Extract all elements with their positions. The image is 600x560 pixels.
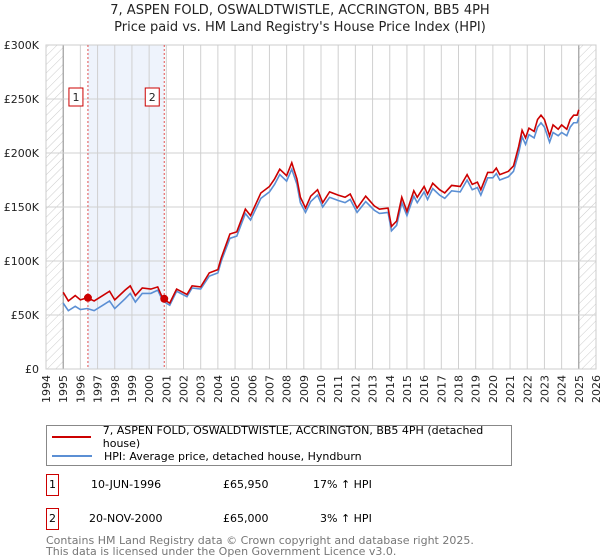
chart-title: 7, ASPEN FOLD, OSWALDTWISTLE, ACCRINGTON… [110,3,490,18]
footer-licence: This data is licensed under the Open Gov… [46,545,397,558]
price-paid-line [62,109,580,305]
x-tick-label: 1996 [74,375,87,403]
sale-marker-label: 2 [149,91,156,104]
sale-row-2: 2 20-NOV-2000 £65,000 3% ↑ HPI [46,508,446,530]
x-tick-label: 1995 [57,375,70,403]
x-tick-label: 2001 [160,375,173,403]
x-tick-label: 2025 [573,375,586,403]
sale-row-1: 1 10-JUN-1996 £65,950 17% ↑ HPI [46,474,446,496]
sale-marker-badge: 2 [46,508,59,530]
x-tick-label: 2026 [590,375,600,403]
y-tick-label: £100K [4,255,40,268]
y-tick-label: £200K [4,147,40,160]
y-tick-label: £250K [4,93,40,106]
x-tick-label: 2022 [521,375,534,403]
x-tick-label: 2005 [229,375,242,403]
x-tick-label: 2009 [298,375,311,403]
y-tick-label: £150K [4,201,40,214]
x-tick-label: 2014 [384,375,397,403]
x-tick-label: 2015 [401,375,414,403]
x-tick-label: 2012 [349,375,362,403]
sale-point [83,293,92,302]
sale-hpi-diff: 3% ↑ HPI [320,512,372,525]
y-tick-label: £50K [11,309,40,322]
y-tick-label: £0 [25,363,39,376]
x-tick-label: 2017 [435,375,448,403]
sale-date: 10-JUN-1996 [91,478,162,491]
x-tick-label: 2010 [315,375,328,403]
sale-point [160,294,169,303]
plot-border [45,44,597,370]
x-tick-label: 2008 [281,375,294,403]
x-tick-label: 1998 [109,375,122,403]
sale-date: 20-NOV-2000 [89,512,163,525]
sale-hpi-diff: 17% ↑ HPI [313,478,372,491]
sale-marker-box [144,87,160,107]
x-tick-label: 2000 [143,375,156,403]
legend-swatch-property [52,436,91,438]
x-tick-label: 2003 [195,375,208,403]
x-tick-label: 2016 [418,375,431,403]
x-tick-label: 2019 [470,375,483,403]
x-tick-label: 2018 [453,375,466,403]
x-tick-label: 1997 [92,375,105,403]
x-tick-label: 2006 [246,375,259,403]
legend-label-property: 7, ASPEN FOLD, OSWALDTWISTLE, ACCRINGTON… [102,424,484,450]
x-tick-label: 2007 [263,375,276,403]
x-tick-label: 2021 [504,375,517,403]
x-tick-label: 2024 [556,375,569,403]
sale-price: £65,950 [223,478,269,491]
x-tick-label: 2020 [487,375,500,403]
x-tick-label: 2013 [367,375,380,403]
y-tick-label: £300K [4,39,40,52]
legend-swatch-hpi [52,455,92,457]
sale-marker-badge: 1 [46,474,59,496]
x-tick-label: 2011 [332,375,345,403]
plot-area: 1994 1995 1996 1997 1998 1999 2000 2001 2002 2003… [4,39,600,403]
footer-copyright: Contains HM Land Registry data © Crown c… [46,534,474,547]
x-tick-label: 2023 [538,375,551,403]
x-tick-label: 2002 [178,375,191,403]
x-tick-label: 2004 [212,375,225,403]
sale-marker-label: 1 [72,91,79,104]
x-tick-label: 1999 [126,375,139,403]
legend-label-hpi: HPI: Average price, detached house, Hynd… [104,449,362,463]
legend: 7, ASPEN FOLD, OSWALDTWISTLE, ACCRINGTON… [46,424,512,466]
sale-marker-box [68,87,84,107]
chart-subtitle: Price paid vs. HM Land Registry's House … [114,20,486,35]
x-tick-label: 1994 [40,375,53,403]
sale-price: £65,000 [223,512,269,525]
